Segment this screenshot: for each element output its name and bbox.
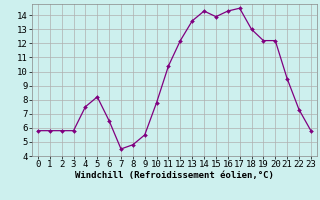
X-axis label: Windchill (Refroidissement éolien,°C): Windchill (Refroidissement éolien,°C) — [75, 171, 274, 180]
